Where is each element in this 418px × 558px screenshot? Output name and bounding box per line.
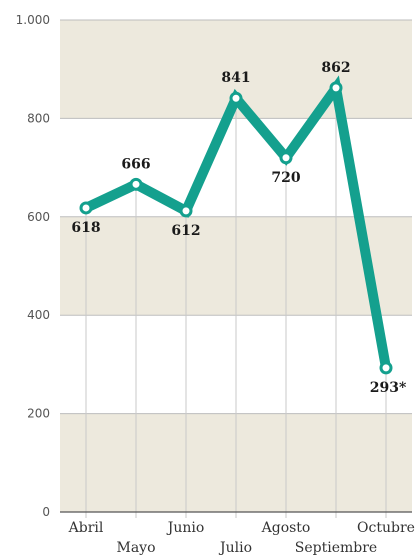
data-point-junio	[179, 204, 193, 218]
y-tick-label: 600	[27, 210, 50, 224]
data-label-abril: 618	[71, 220, 100, 236]
data-point-octubre	[379, 361, 393, 375]
x-category-label-abril: Abril	[68, 520, 104, 536]
x-category-label-junio: Junio	[166, 520, 205, 536]
x-axis-category-labels: Abril Mayo Junio Julio Agosto Septiembre Octub…	[68, 520, 415, 556]
y-axis-tick-labels: 0 200 400 600 800 1.000	[16, 13, 50, 519]
data-label-agosto: 720	[271, 170, 300, 186]
y-tick-label: 800	[27, 111, 50, 125]
category-guide-lines	[85, 87, 387, 518]
data-label-julio: 841	[221, 70, 250, 86]
x-category-label-octubre: Octubre	[357, 520, 415, 536]
y-tick-label: 200	[27, 407, 50, 421]
x-category-label-julio: Julio	[218, 540, 252, 556]
data-point-agosto	[279, 151, 293, 165]
data-point-septiembre	[329, 81, 343, 95]
data-label-junio: 612	[171, 223, 200, 239]
data-label-octubre: 293*	[370, 380, 407, 396]
y-tick-label: 400	[27, 308, 50, 322]
data-point-abril	[79, 201, 93, 215]
data-label-septiembre: 862	[321, 60, 350, 76]
y-tick-label: 1.000	[16, 13, 50, 27]
x-category-label-septiembre: Septiembre	[295, 540, 377, 556]
y-tick-label: 0	[42, 505, 50, 519]
x-category-label-mayo: Mayo	[116, 540, 155, 556]
data-labels: 618 666 612 841 720 862 293*	[71, 60, 407, 396]
x-category-label-agosto: Agosto	[261, 520, 311, 536]
data-point-julio	[229, 91, 243, 105]
data-label-mayo: 666	[121, 156, 150, 172]
data-point-markers	[79, 81, 393, 375]
data-point-mayo	[129, 177, 143, 191]
